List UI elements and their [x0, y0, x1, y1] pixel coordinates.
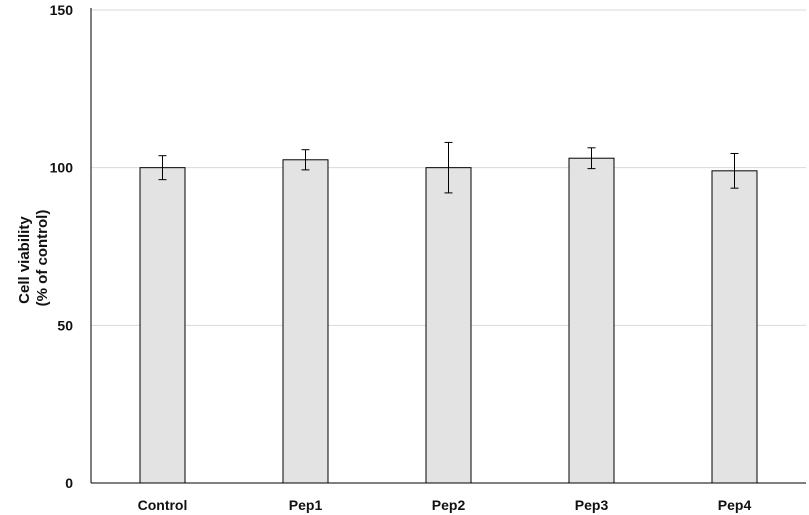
y-tick-label: 50 — [57, 317, 73, 333]
y-tick-labels: 0 50 100 150 — [50, 2, 74, 491]
bars — [139, 157, 758, 484]
error-bars — [158, 141, 739, 194]
x-category-labels: Control Pep1 Pep2 Pep3 Pep4 — [138, 497, 752, 513]
y-axis-title: Cell viability (% of control) — [16, 210, 51, 307]
bar — [711, 170, 758, 484]
y-tick-label: 0 — [65, 475, 73, 491]
y-axis-title-line-1: Cell viability — [16, 216, 33, 304]
y-tick-label: 150 — [50, 2, 74, 18]
bar — [282, 159, 329, 484]
x-category-label: Pep3 — [575, 497, 609, 513]
bar — [568, 157, 615, 484]
y-tick-label: 100 — [50, 160, 74, 176]
x-category-label: Pep2 — [432, 497, 466, 513]
bar — [425, 167, 472, 484]
axes — [90, 8, 806, 484]
y-axis-title-line-2: (% of control) — [34, 210, 51, 307]
x-category-label: Pep4 — [718, 497, 752, 513]
x-category-label: Control — [138, 497, 188, 513]
x-category-label: Pep1 — [289, 497, 323, 513]
bar — [139, 167, 186, 484]
